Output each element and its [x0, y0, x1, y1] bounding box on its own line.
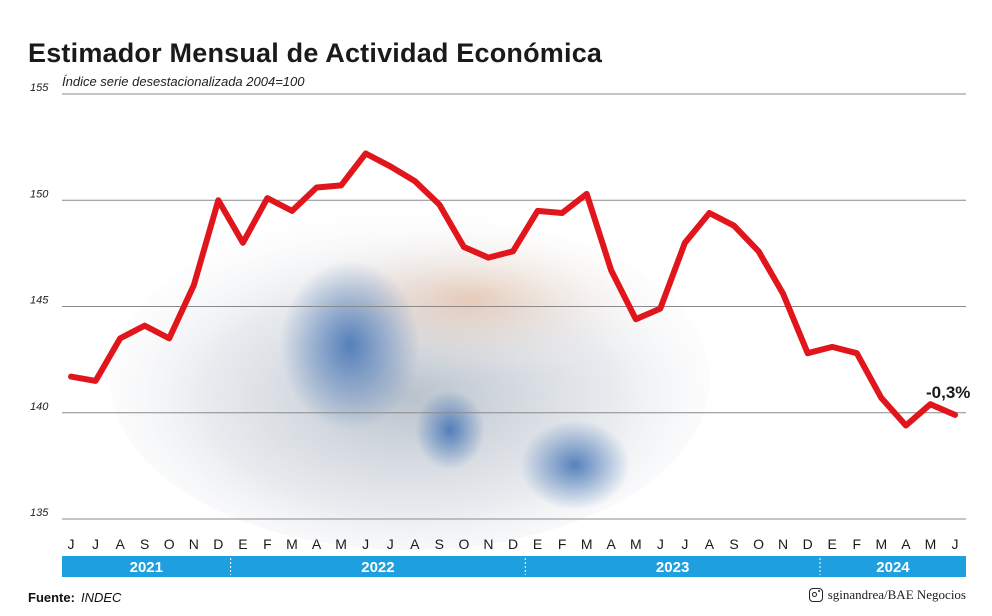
- x-tick-label: M: [286, 536, 298, 552]
- y-tick-label: 145: [30, 295, 49, 307]
- x-tick-label: J: [657, 536, 664, 552]
- x-tick-label: O: [753, 536, 764, 552]
- x-tick-label: D: [213, 536, 223, 552]
- x-tick-label: J: [68, 536, 75, 552]
- x-tick-label: M: [630, 536, 642, 552]
- x-tick-label: D: [803, 536, 813, 552]
- x-tick-label: O: [458, 536, 469, 552]
- x-tick-label: J: [92, 536, 99, 552]
- background-photo: [110, 210, 710, 550]
- chart-subtitle: Índice serie desestacionalizada 2004=100: [62, 74, 305, 89]
- x-tick-label: E: [828, 536, 837, 552]
- x-tick-label: A: [705, 536, 715, 552]
- x-tick-label: M: [875, 536, 887, 552]
- x-tick-label: S: [729, 536, 738, 552]
- x-tick-label: E: [533, 536, 542, 552]
- year-label: 2021: [130, 559, 163, 576]
- x-tick-label: O: [164, 536, 175, 552]
- year-label: 2024: [876, 559, 910, 576]
- credit-text: sginandrea/BAE Negocios: [827, 587, 966, 602]
- x-tick-label: F: [263, 536, 272, 552]
- y-tick-label: 140: [30, 401, 49, 413]
- x-tick-label: N: [189, 536, 199, 552]
- x-tick-label: A: [410, 536, 420, 552]
- x-tick-label: A: [901, 536, 911, 552]
- x-tick-label: M: [581, 536, 593, 552]
- x-tick-label: J: [681, 536, 688, 552]
- x-tick-label: J: [952, 536, 959, 552]
- year-label: 2023: [656, 559, 689, 576]
- x-tick-label: E: [238, 536, 247, 552]
- x-tick-label: A: [115, 536, 125, 552]
- x-tick-label: D: [508, 536, 518, 552]
- y-tick-label: 150: [30, 188, 49, 200]
- source-note: Fuente: INDEC: [28, 590, 121, 605]
- instagram-icon: [808, 588, 823, 602]
- change-annotation: -0,3%: [926, 383, 970, 402]
- x-tick-label: A: [607, 536, 617, 552]
- y-tick-label: 155: [30, 82, 49, 94]
- x-tick-label: F: [852, 536, 861, 552]
- year-label: 2022: [361, 559, 394, 576]
- x-tick-label: A: [312, 536, 322, 552]
- y-tick-label: 135: [30, 507, 49, 519]
- source-value: INDEC: [80, 590, 122, 605]
- x-tick-label: J: [362, 536, 369, 552]
- x-tick-label: F: [558, 536, 567, 552]
- x-tick-label: J: [387, 536, 394, 552]
- x-tick-label: N: [778, 536, 788, 552]
- x-tick-label: S: [140, 536, 149, 552]
- x-tick-label: S: [435, 536, 444, 552]
- series-line: [68, 150, 958, 429]
- chart-title: Estimador Mensual de Actividad Económica: [28, 38, 603, 68]
- x-tick-label: M: [335, 536, 347, 552]
- x-tick-label: M: [925, 536, 937, 552]
- source-label: Fuente:: [28, 590, 75, 605]
- year-band: [62, 556, 966, 577]
- x-tick-label: N: [483, 536, 493, 552]
- credit: sginandrea/BAE Negocios: [808, 587, 966, 603]
